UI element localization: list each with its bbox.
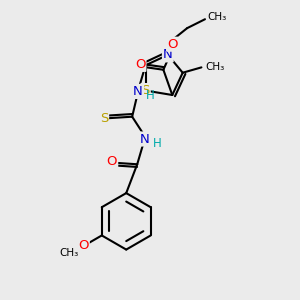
Text: CH₃: CH₃	[206, 62, 225, 72]
Text: O: O	[107, 155, 117, 168]
Text: H: H	[153, 137, 161, 150]
Text: N: N	[133, 85, 143, 98]
Text: H: H	[146, 89, 155, 102]
Text: CH₃: CH₃	[59, 248, 78, 258]
Text: S: S	[141, 84, 150, 97]
Text: CH₃: CH₃	[207, 12, 226, 22]
Text: O: O	[167, 38, 178, 51]
Text: O: O	[135, 58, 146, 71]
Text: N: N	[163, 48, 173, 62]
Text: N: N	[140, 133, 149, 146]
Text: S: S	[100, 112, 108, 125]
Text: O: O	[78, 238, 89, 252]
